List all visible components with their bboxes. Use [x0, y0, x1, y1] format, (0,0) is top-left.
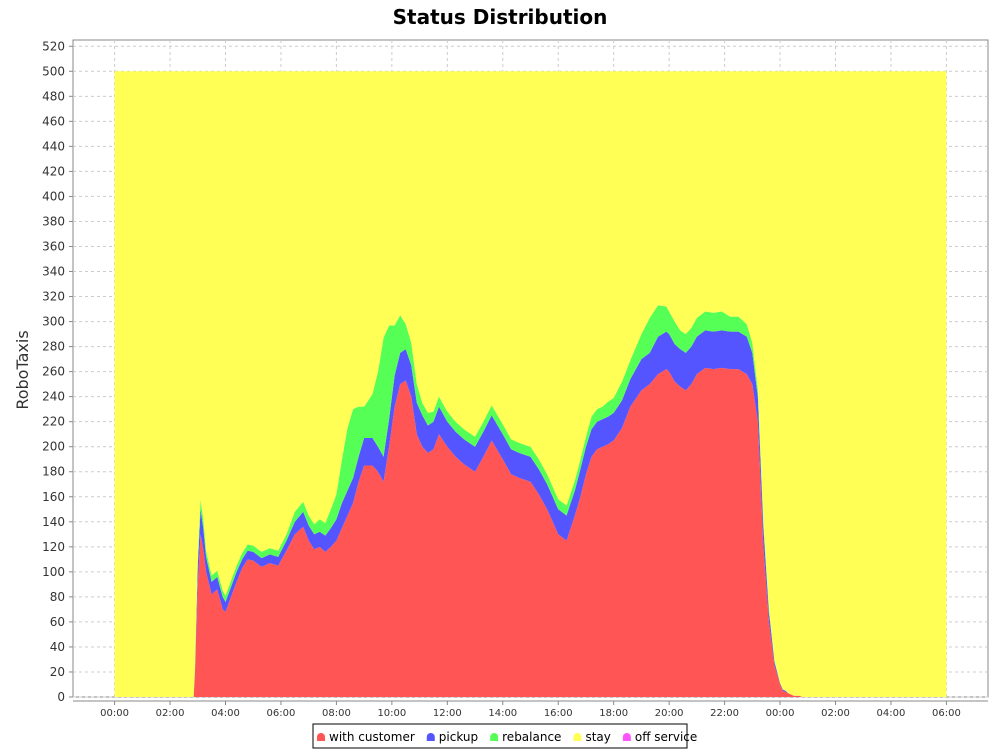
y-tick-label: 260: [42, 365, 65, 379]
legend-label: rebalance: [502, 730, 561, 744]
y-tick-label: 20: [50, 665, 65, 679]
legend-swatch: [317, 733, 325, 741]
y-tick-label: 40: [50, 640, 65, 654]
legend-label: off service: [635, 730, 697, 744]
x-tick-label: 20:00: [655, 708, 684, 719]
x-tick-label: 08:00: [322, 708, 351, 719]
y-tick-label: 420: [42, 164, 65, 178]
x-tick-label: 02:00: [821, 708, 850, 719]
y-tick-label: 200: [42, 440, 65, 454]
x-tick-label: 04:00: [211, 708, 240, 719]
legend-label: with customer: [329, 730, 415, 744]
legend-swatch: [622, 733, 631, 741]
y-tick-label: 300: [42, 315, 65, 329]
y-axis: 0 20 40 60 80 100 120 140 160 180 200 220 240 260 280 3…: [42, 39, 73, 704]
y-tick-label: 360: [42, 239, 65, 253]
x-tick-label: 18:00: [599, 708, 628, 719]
y-tick-label: 60: [50, 615, 65, 629]
x-tick-label: 04:00: [877, 708, 906, 719]
legend-item-with-customer: with customer: [317, 730, 415, 744]
legend-swatch: [573, 733, 582, 741]
y-tick-label: 320: [42, 290, 65, 304]
y-tick-label: 80: [50, 590, 65, 604]
legend-label: pickup: [439, 730, 478, 744]
x-tick-label: 10:00: [377, 708, 406, 719]
y-tick-label: 100: [42, 565, 65, 579]
x-axis: 00:00 02:00 04:00 06:00 08:00 10:00 12:00 14:00…: [73, 700, 988, 719]
y-tick-label: 380: [42, 214, 65, 228]
x-tick-label: 00:00: [100, 708, 129, 719]
y-tick-label: 140: [42, 515, 65, 529]
y-axis-label: RoboTaxis: [13, 330, 32, 409]
y-tick-label: 520: [42, 39, 65, 53]
x-tick-label: 12:00: [433, 708, 462, 719]
legend: with customer pickup rebalance stay off serv…: [312, 723, 697, 749]
y-tick-label: 400: [42, 189, 65, 203]
x-tick-label: 14:00: [488, 708, 517, 719]
y-tick-label: 160: [42, 490, 65, 504]
x-tick-label: 22:00: [710, 708, 739, 719]
y-tick-label: 500: [42, 64, 65, 78]
legend-swatch: [490, 733, 499, 741]
legend-item-stay: stay: [573, 730, 611, 744]
x-tick-label: 00:00: [766, 708, 795, 719]
y-tick-label: 120: [42, 540, 65, 554]
legend-item-pickup: pickup: [426, 730, 478, 744]
x-tick-label: 16:00: [544, 708, 573, 719]
y-tick-label: 220: [42, 415, 65, 429]
chart-title: Status Distribution: [393, 5, 608, 29]
y-tick-label: 280: [42, 340, 65, 354]
legend-item-rebalance: rebalance: [490, 730, 561, 744]
x-tick-label: 02:00: [156, 708, 185, 719]
area-series-stay: [114, 71, 947, 698]
area-series-with-customer: [114, 367, 947, 697]
y-tick-label: 240: [42, 390, 65, 404]
legend-label: stay: [585, 730, 610, 744]
y-tick-label: 460: [42, 114, 65, 128]
x-tick-label: 06:00: [932, 708, 961, 719]
y-tick-label: 480: [42, 89, 65, 103]
y-tick-label: 340: [42, 265, 65, 279]
x-tick-label: 06:00: [267, 708, 296, 719]
y-tick-label: 0: [57, 690, 65, 704]
y-tick-label: 440: [42, 139, 65, 153]
stacked-areas: [114, 71, 947, 698]
legend-item-off-service: off service: [622, 730, 697, 744]
y-tick-label: 180: [42, 465, 65, 479]
legend-swatch: [426, 733, 435, 741]
